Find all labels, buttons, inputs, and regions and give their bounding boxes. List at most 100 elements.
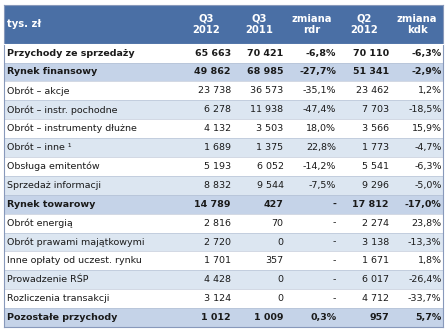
Text: 3 503: 3 503 [256, 124, 283, 133]
Text: Obrót – akcje: Obrót – akcje [7, 86, 70, 96]
Bar [4, 138, 443, 157]
Text: 7 703: 7 703 [362, 105, 389, 114]
Text: -6,3%: -6,3% [414, 162, 442, 171]
Text: -: - [333, 218, 336, 228]
Text: 1,2%: 1,2% [417, 86, 442, 95]
Text: 1 009: 1 009 [254, 313, 283, 322]
Text: -14,2%: -14,2% [303, 162, 336, 171]
Bar [4, 81, 443, 100]
Bar [4, 251, 443, 270]
Text: Sprzedaż informacji: Sprzedaż informacji [7, 181, 101, 190]
Text: 0: 0 [278, 294, 283, 303]
Text: 0,3%: 0,3% [310, 313, 336, 322]
Bar [4, 5, 443, 43]
Text: -: - [333, 275, 336, 284]
Text: -18,5%: -18,5% [408, 105, 442, 114]
Text: Przychody ze sprzedaży: Przychody ze sprzedaży [7, 48, 135, 57]
Text: 957: 957 [369, 313, 389, 322]
Text: -5,0%: -5,0% [414, 181, 442, 190]
Text: -35,1%: -35,1% [303, 86, 336, 95]
Text: 2 720: 2 720 [204, 237, 231, 246]
Text: Inne opłaty od uczest. rynku: Inne opłaty od uczest. rynku [7, 256, 142, 265]
Text: 15,9%: 15,9% [412, 124, 442, 133]
Text: zmiana
rdr: zmiana rdr [291, 14, 332, 35]
Bar [4, 232, 443, 251]
Text: 3 138: 3 138 [362, 237, 389, 246]
Text: 1 375: 1 375 [257, 143, 283, 152]
Text: 5 541: 5 541 [362, 162, 389, 171]
Text: 49 862: 49 862 [194, 67, 231, 76]
Text: Obrót – instrumenty dłużne: Obrót – instrumenty dłużne [7, 124, 137, 133]
Text: -2,9%: -2,9% [411, 67, 442, 76]
Text: 6 278: 6 278 [204, 105, 231, 114]
Text: 427: 427 [264, 200, 283, 209]
Text: Obrót prawami majątkowymi: Obrót prawami majątkowymi [7, 237, 145, 247]
Text: -6,8%: -6,8% [306, 48, 336, 57]
Bar [4, 43, 443, 62]
Text: 23 462: 23 462 [356, 86, 389, 95]
Text: -: - [333, 200, 336, 209]
Text: 4 132: 4 132 [204, 124, 231, 133]
Text: Obrót – inne ¹: Obrót – inne ¹ [7, 143, 72, 152]
Text: 11 938: 11 938 [250, 105, 283, 114]
Text: -4,7%: -4,7% [414, 143, 442, 152]
Text: 65 663: 65 663 [195, 48, 231, 57]
Text: Rozliczenia transakcji: Rozliczenia transakcji [7, 294, 110, 303]
Text: 2 274: 2 274 [362, 218, 389, 228]
Text: 1 773: 1 773 [362, 143, 389, 152]
Text: 5,7%: 5,7% [415, 313, 442, 322]
Text: 1 701: 1 701 [204, 256, 231, 265]
Text: -27,7%: -27,7% [299, 67, 336, 76]
Text: Q3
2012: Q3 2012 [193, 14, 220, 35]
Text: Rynek finansowy: Rynek finansowy [7, 67, 97, 76]
Text: -7,5%: -7,5% [309, 181, 336, 190]
Text: 3 124: 3 124 [204, 294, 231, 303]
Text: 17 812: 17 812 [352, 200, 389, 209]
Bar [4, 270, 443, 289]
Text: 23 738: 23 738 [198, 86, 231, 95]
Text: Obsługa emitentów: Obsługa emitentów [7, 162, 100, 171]
Text: 1 012: 1 012 [201, 313, 231, 322]
Text: 70: 70 [272, 218, 283, 228]
Text: 36 573: 36 573 [250, 86, 283, 95]
Text: 1,8%: 1,8% [417, 256, 442, 265]
Text: 9 296: 9 296 [362, 181, 389, 190]
Text: -13,3%: -13,3% [408, 237, 442, 246]
Text: zmiana
kdk: zmiana kdk [397, 14, 437, 35]
Text: 3 566: 3 566 [362, 124, 389, 133]
Bar [4, 62, 443, 81]
Text: Pozostałe przychody: Pozostałe przychody [7, 313, 118, 322]
Bar [4, 195, 443, 214]
Text: Q2
2012: Q2 2012 [350, 14, 378, 35]
Text: -47,4%: -47,4% [303, 105, 336, 114]
Text: 14 789: 14 789 [194, 200, 231, 209]
Text: 2 816: 2 816 [204, 218, 231, 228]
Text: 4 428: 4 428 [204, 275, 231, 284]
Bar [4, 100, 443, 119]
Text: -6,3%: -6,3% [412, 48, 442, 57]
Text: 5 193: 5 193 [204, 162, 231, 171]
Bar [4, 176, 443, 195]
Text: 22,8%: 22,8% [306, 143, 336, 152]
Text: 70 110: 70 110 [353, 48, 389, 57]
Text: -17,0%: -17,0% [405, 200, 442, 209]
Text: 18,0%: 18,0% [306, 124, 336, 133]
Bar [4, 289, 443, 308]
Text: 0: 0 [278, 237, 283, 246]
Text: Rynek towarowy: Rynek towarowy [7, 200, 96, 209]
Text: 51 341: 51 341 [353, 67, 389, 76]
Bar [4, 214, 443, 232]
Text: 6 017: 6 017 [362, 275, 389, 284]
Text: 1 689: 1 689 [204, 143, 231, 152]
Text: 357: 357 [266, 256, 283, 265]
Text: Q3
2011: Q3 2011 [245, 14, 273, 35]
Text: 70 421: 70 421 [247, 48, 283, 57]
Text: 9 544: 9 544 [257, 181, 283, 190]
Text: Obrót energią: Obrót energią [7, 218, 73, 228]
Text: 0: 0 [278, 275, 283, 284]
Text: 1 671: 1 671 [362, 256, 389, 265]
Text: 4 712: 4 712 [362, 294, 389, 303]
Text: -: - [333, 294, 336, 303]
Text: -26,4%: -26,4% [408, 275, 442, 284]
Text: -: - [333, 256, 336, 265]
